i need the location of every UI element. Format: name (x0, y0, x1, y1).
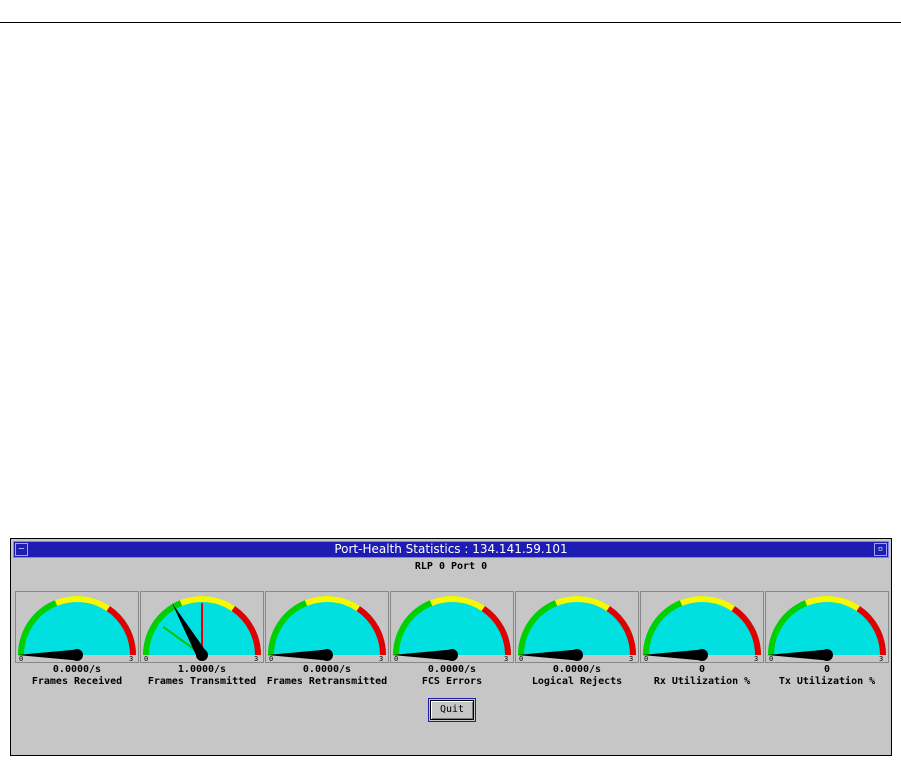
needle-hub (321, 649, 333, 661)
yellow-band (304, 596, 360, 612)
gauge-label: FCS Errors (421, 676, 483, 687)
gauge-frames-received: 0 3 0.0000/s Frames Received (15, 591, 139, 687)
yellow-band (554, 596, 610, 612)
green-band (143, 600, 183, 655)
gauge-label: Frames Retransmitted (266, 676, 388, 687)
red-band (356, 606, 386, 655)
red-band (231, 606, 261, 655)
scale-max-label: 3 (629, 655, 633, 663)
yellow-band (54, 596, 110, 612)
scale-min-label: 0 (394, 655, 398, 663)
gauge-value: 0 (823, 664, 831, 675)
window-title: Port-Health Statistics : 134.141.59.101 (334, 542, 568, 556)
gauge-needle (172, 603, 207, 658)
gauge-value: 0.0000/s (427, 664, 477, 675)
scale-max-label: 3 (879, 655, 883, 663)
gauge-frames-transmitted: 0 3 1.0000/s Frames Transmitted (140, 591, 264, 687)
yellow-band (679, 596, 735, 612)
yellow-band (179, 596, 235, 612)
gauge-needle (17, 649, 77, 661)
green-band (518, 600, 558, 655)
scale-max-label: 3 (504, 655, 508, 663)
green-band (393, 600, 433, 655)
red-band (106, 606, 136, 655)
needle-hub (571, 649, 583, 661)
needle-hub (196, 649, 208, 661)
scale-max-label: 3 (754, 655, 758, 663)
gauge-value: 0.0000/s (52, 664, 102, 675)
red-band (606, 606, 636, 655)
title-bar[interactable]: — Port-Health Statistics : 134.141.59.10… (13, 541, 889, 558)
quit-button[interactable]: Quit (428, 698, 476, 722)
gauge-value: 0.0000/s (552, 664, 602, 675)
gauge-needle (517, 649, 577, 661)
top-divider-line (0, 22, 901, 23)
gauge-rx-utilization: 0 3 0 Rx Utilization % (640, 591, 764, 687)
gauge-needle (642, 649, 702, 661)
gauge-label: Frames Received (31, 676, 123, 687)
red-band (731, 606, 761, 655)
gauge-value: 1.0000/s (177, 664, 227, 675)
gauge-needle (767, 649, 827, 661)
yellow-band (804, 596, 860, 612)
gauge-label: Frames Transmitted (147, 676, 257, 687)
window-menu-button[interactable]: — (15, 543, 28, 556)
needle-hub (821, 649, 833, 661)
gauge-logical-rejects: 0 3 0.0000/s Logical Rejects (515, 591, 639, 687)
port-subtitle: RLP 0 Port 0 (414, 561, 488, 572)
gauge-needle (267, 649, 327, 661)
yellow-band (429, 596, 485, 612)
scale-min-label: 0 (19, 655, 23, 663)
gauge-label: Logical Rejects (531, 676, 623, 687)
gauge-label: Rx Utilization % (653, 676, 751, 687)
scale-max-label: 3 (379, 655, 383, 663)
scale-min-label: 0 (769, 655, 773, 663)
needle-hub (71, 649, 83, 661)
port-health-window: — Port-Health Statistics : 134.141.59.10… (10, 538, 892, 756)
scale-min-label: 0 (644, 655, 648, 663)
green-band (268, 600, 308, 655)
gauge-value: 0 (698, 664, 706, 675)
window-maximize-button[interactable]: ▫ (874, 543, 887, 556)
scale-min-label: 0 (519, 655, 523, 663)
red-band (481, 606, 511, 655)
gauge-value: 0.0000/s (302, 664, 352, 675)
gauge-label: Tx Utilization % (778, 676, 876, 687)
needle-hub (446, 649, 458, 661)
needle-hub (696, 649, 708, 661)
gauge-frames-retransmitted: 0 3 0.0000/s Frames Retransmitted (265, 591, 389, 687)
scale-min-label: 0 (144, 655, 148, 663)
scale-min-label: 0 (269, 655, 273, 663)
green-band (643, 600, 683, 655)
green-band (18, 600, 58, 655)
gauge-tx-utilization: 0 3 0 Tx Utilization % (765, 591, 889, 687)
gauge-fcs-errors: 0 3 0.0000/s FCS Errors (390, 591, 514, 687)
scale-max-label: 3 (129, 655, 133, 663)
green-band (768, 600, 808, 655)
scale-max-label: 3 (254, 655, 258, 663)
gauge-needle (392, 649, 452, 661)
red-band (856, 606, 886, 655)
